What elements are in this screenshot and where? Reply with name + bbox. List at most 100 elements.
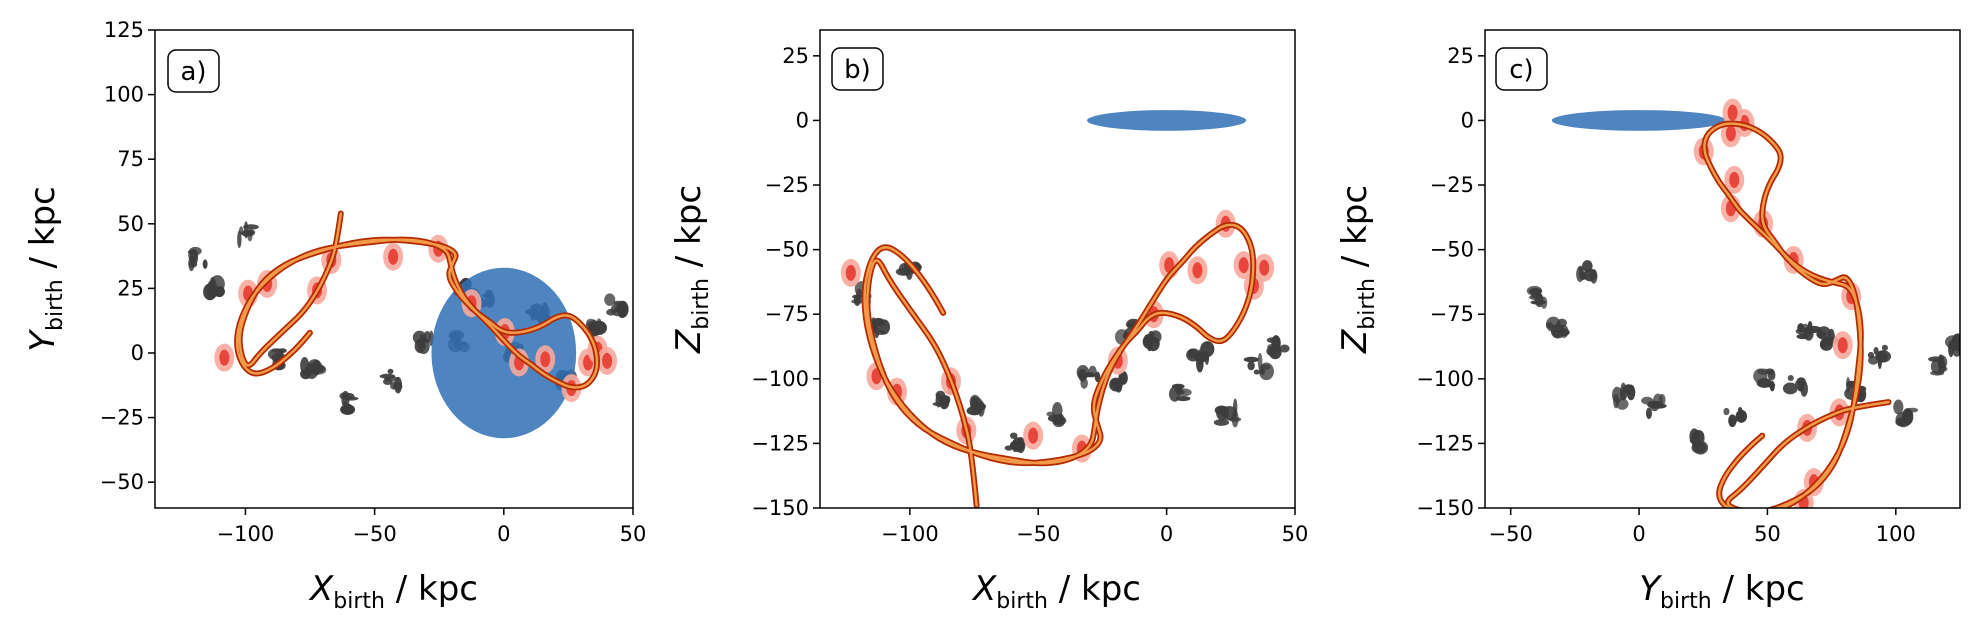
dark-matter-clump: [1736, 412, 1745, 422]
dark-matter-clump: [1868, 355, 1879, 365]
dark-matter-clump: [1247, 361, 1255, 371]
dark-matter-clump: [187, 249, 197, 255]
dark-matter-clump: [1552, 330, 1561, 338]
y-tick-label: −50: [100, 470, 144, 494]
panel-b: −100 −50 0 50 −150 −125 −100 −75 −50 −25 0 25 b) X…: [669, 29, 1308, 614]
dark-matter-clump: [1613, 394, 1619, 409]
dark-matter-clump: [1645, 407, 1653, 420]
x-tick-label: 100: [1876, 522, 1916, 546]
star-cluster: [1259, 259, 1270, 276]
dark-matter-clump: [1579, 272, 1587, 281]
panel-label-box: [1495, 47, 1548, 91]
orbit-track-inner: [863, 223, 1255, 507]
dark-matter-clump: [1088, 365, 1097, 378]
dark-matter-clump: [382, 378, 393, 385]
dark-matter-clump: [1787, 375, 1794, 382]
dark-matter-clump: [1213, 419, 1230, 426]
dark-matter-clump: [1582, 260, 1593, 273]
dark-matter-clump: [1881, 344, 1888, 351]
dark-matter-clump: [1046, 411, 1055, 417]
dark-matter-clump: [1260, 364, 1271, 370]
dark-matter-clump: [1902, 408, 1914, 426]
y-tick-label: −125: [751, 431, 809, 455]
dark-matter-clump: [1266, 337, 1281, 344]
dark-matter-clump: [239, 226, 244, 235]
y-tick-label: 50: [117, 212, 144, 236]
panel-label: c): [1509, 55, 1533, 85]
dark-matter-clump: [966, 406, 983, 416]
orbit-track-inner: [1703, 122, 1890, 508]
y-tick-label: 25: [117, 276, 144, 300]
dark-matter-clump: [1200, 341, 1215, 358]
x-tick-label: −50: [352, 522, 396, 546]
star-cluster: [388, 248, 399, 265]
y-tick-label: −75: [1430, 302, 1474, 326]
dark-matter-clump: [417, 337, 430, 355]
x-ticks: −100 −50 0 50: [881, 508, 1308, 546]
x-ticks: −100 −50 0 50: [217, 508, 647, 546]
y-tick-label: −150: [751, 496, 809, 520]
plot-frame: [1484, 29, 1961, 509]
y-tick-label: 100: [104, 83, 144, 107]
panel-label-box: [167, 49, 220, 93]
x-tick-label: −100: [881, 522, 939, 546]
star-cluster: [1192, 262, 1203, 279]
dark-matter-clump: [1009, 432, 1018, 439]
dark-matter-clump: [1216, 405, 1229, 421]
star-cluster: [1731, 521, 1741, 537]
dark-matter-clump: [1559, 324, 1569, 338]
y-tick-label: −25: [100, 406, 144, 430]
dark-matter-clump: [342, 396, 359, 401]
x-axis-label: Xbirth / kpc: [971, 569, 1141, 614]
y-tick-label: −50: [1430, 238, 1474, 262]
y-tick-label: 25: [1447, 44, 1474, 68]
dark-matter-clump: [878, 319, 891, 335]
dark-matter-clump: [604, 293, 616, 306]
host-galaxy-disc: [431, 267, 577, 439]
y-tick-label: −25: [1430, 173, 1474, 197]
dark-matter-clump: [1757, 368, 1770, 375]
panel-label: a): [180, 57, 206, 87]
dark-matter-clump: [1143, 334, 1153, 349]
dark-matter-clump: [1723, 407, 1730, 416]
dark-matter-clump: [1695, 430, 1705, 442]
plot-frame: [154, 29, 634, 509]
x-tick-label: 0: [1632, 522, 1645, 546]
dark-matter-clump: [1078, 368, 1087, 380]
dark-matter-clump: [1807, 321, 1813, 336]
host-galaxy-disc: [1551, 110, 1727, 131]
y-tick-label: −150: [1416, 496, 1474, 520]
dark-matter-clump: [1267, 343, 1281, 351]
y-tick-label: 0: [131, 341, 144, 365]
dark-matter-clump: [1876, 350, 1888, 363]
dark-matter-clump: [389, 381, 397, 390]
dark-matter-clump: [1004, 445, 1014, 451]
panel-label-box: [831, 47, 884, 91]
dark-matter-clump: [1928, 356, 1943, 362]
dark-matter-clump: [1801, 323, 1809, 334]
dark-matter-clump: [1930, 358, 1946, 375]
dark-matter-clump: [1052, 416, 1067, 426]
star-cluster: [1729, 171, 1740, 188]
dark-matter-clump: [1231, 410, 1239, 428]
dark-matter-clump: [1176, 388, 1192, 397]
dark-matter-clump: [939, 394, 950, 410]
dark-matter-clump: [394, 376, 403, 394]
x-tick-label: 50: [620, 522, 647, 546]
dark-matter-clump: [596, 318, 602, 324]
dark-matter-clump: [189, 251, 199, 266]
y-tick-label: −50: [765, 238, 809, 262]
dark-matter-clump: [1119, 371, 1128, 385]
dark-matter-clump: [387, 368, 394, 374]
x-tick-label: 50: [1282, 522, 1309, 546]
y-axis-label: Ybirth / kpc: [23, 186, 68, 352]
y-tick-label: 0: [796, 108, 809, 132]
dark-clump-layer: [1526, 260, 1960, 455]
y-tick-label: 125: [104, 18, 144, 42]
dark-matter-clump: [202, 259, 208, 269]
star-cluster: [845, 264, 856, 281]
x-axis-label: Xbirth / kpc: [308, 569, 478, 614]
star-cluster: [1727, 104, 1738, 121]
panel-a: −100 −50 0 50 −50 −25 0 25 50 75 100 125 a) Xbirth…: [23, 18, 646, 614]
